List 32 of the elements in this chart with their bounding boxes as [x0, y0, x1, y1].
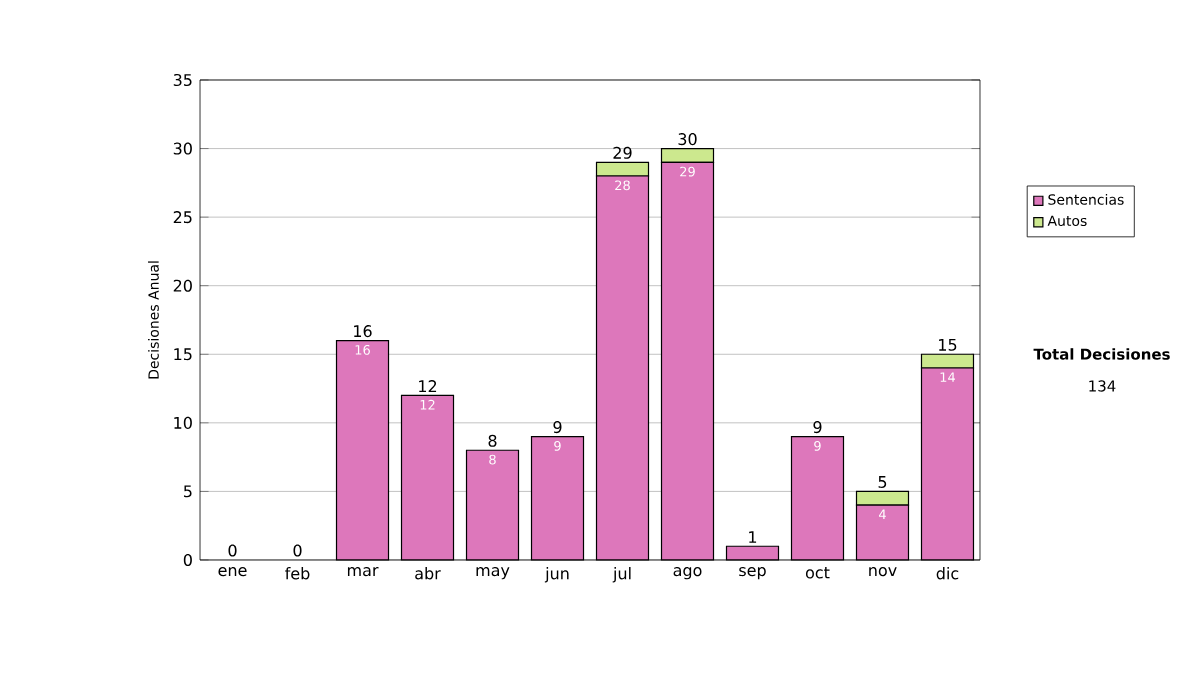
x-tick-label: jul — [612, 567, 631, 583]
total-label: 29 — [613, 146, 632, 159]
x-tick-label: ago — [673, 567, 702, 580]
y-tick-label: 15 — [174, 348, 192, 361]
x-tick-label: oct — [805, 567, 830, 579]
x-tick-label: nov — [869, 567, 897, 577]
x-tick-label: may — [476, 567, 510, 580]
total-label: 9 — [813, 421, 822, 434]
total-label: 8 — [488, 434, 497, 447]
total-label: 15 — [939, 338, 957, 351]
x-tick-label: mar — [347, 567, 379, 577]
total-label: 0 — [228, 544, 237, 557]
x-tick-label: sep — [739, 567, 766, 580]
total-label: 9 — [553, 421, 562, 434]
x-tick-label: feb — [285, 567, 310, 580]
total-label: 1 — [749, 531, 757, 543]
total-label: 5 — [878, 476, 887, 488]
x-tick-label: ene — [218, 567, 247, 577]
y-tick-label: 20 — [173, 279, 192, 292]
total-label: 16 — [354, 325, 372, 338]
total-label: 0 — [293, 544, 302, 557]
x-tick-label: dic — [936, 567, 959, 580]
x-tick-label: jun — [544, 567, 569, 583]
y-tick-label: 25 — [173, 211, 192, 224]
y-tick-label: 30 — [173, 142, 192, 155]
total-label: 12 — [419, 380, 437, 393]
y-tick-label: 35 — [173, 73, 192, 87]
x-tick-label: abr — [415, 567, 441, 580]
y-tick-label: 0 — [183, 553, 192, 567]
total-label: 30 — [678, 133, 697, 146]
y-tick-label: 5 — [184, 485, 192, 498]
y-tick-label: 10 — [174, 416, 192, 429]
